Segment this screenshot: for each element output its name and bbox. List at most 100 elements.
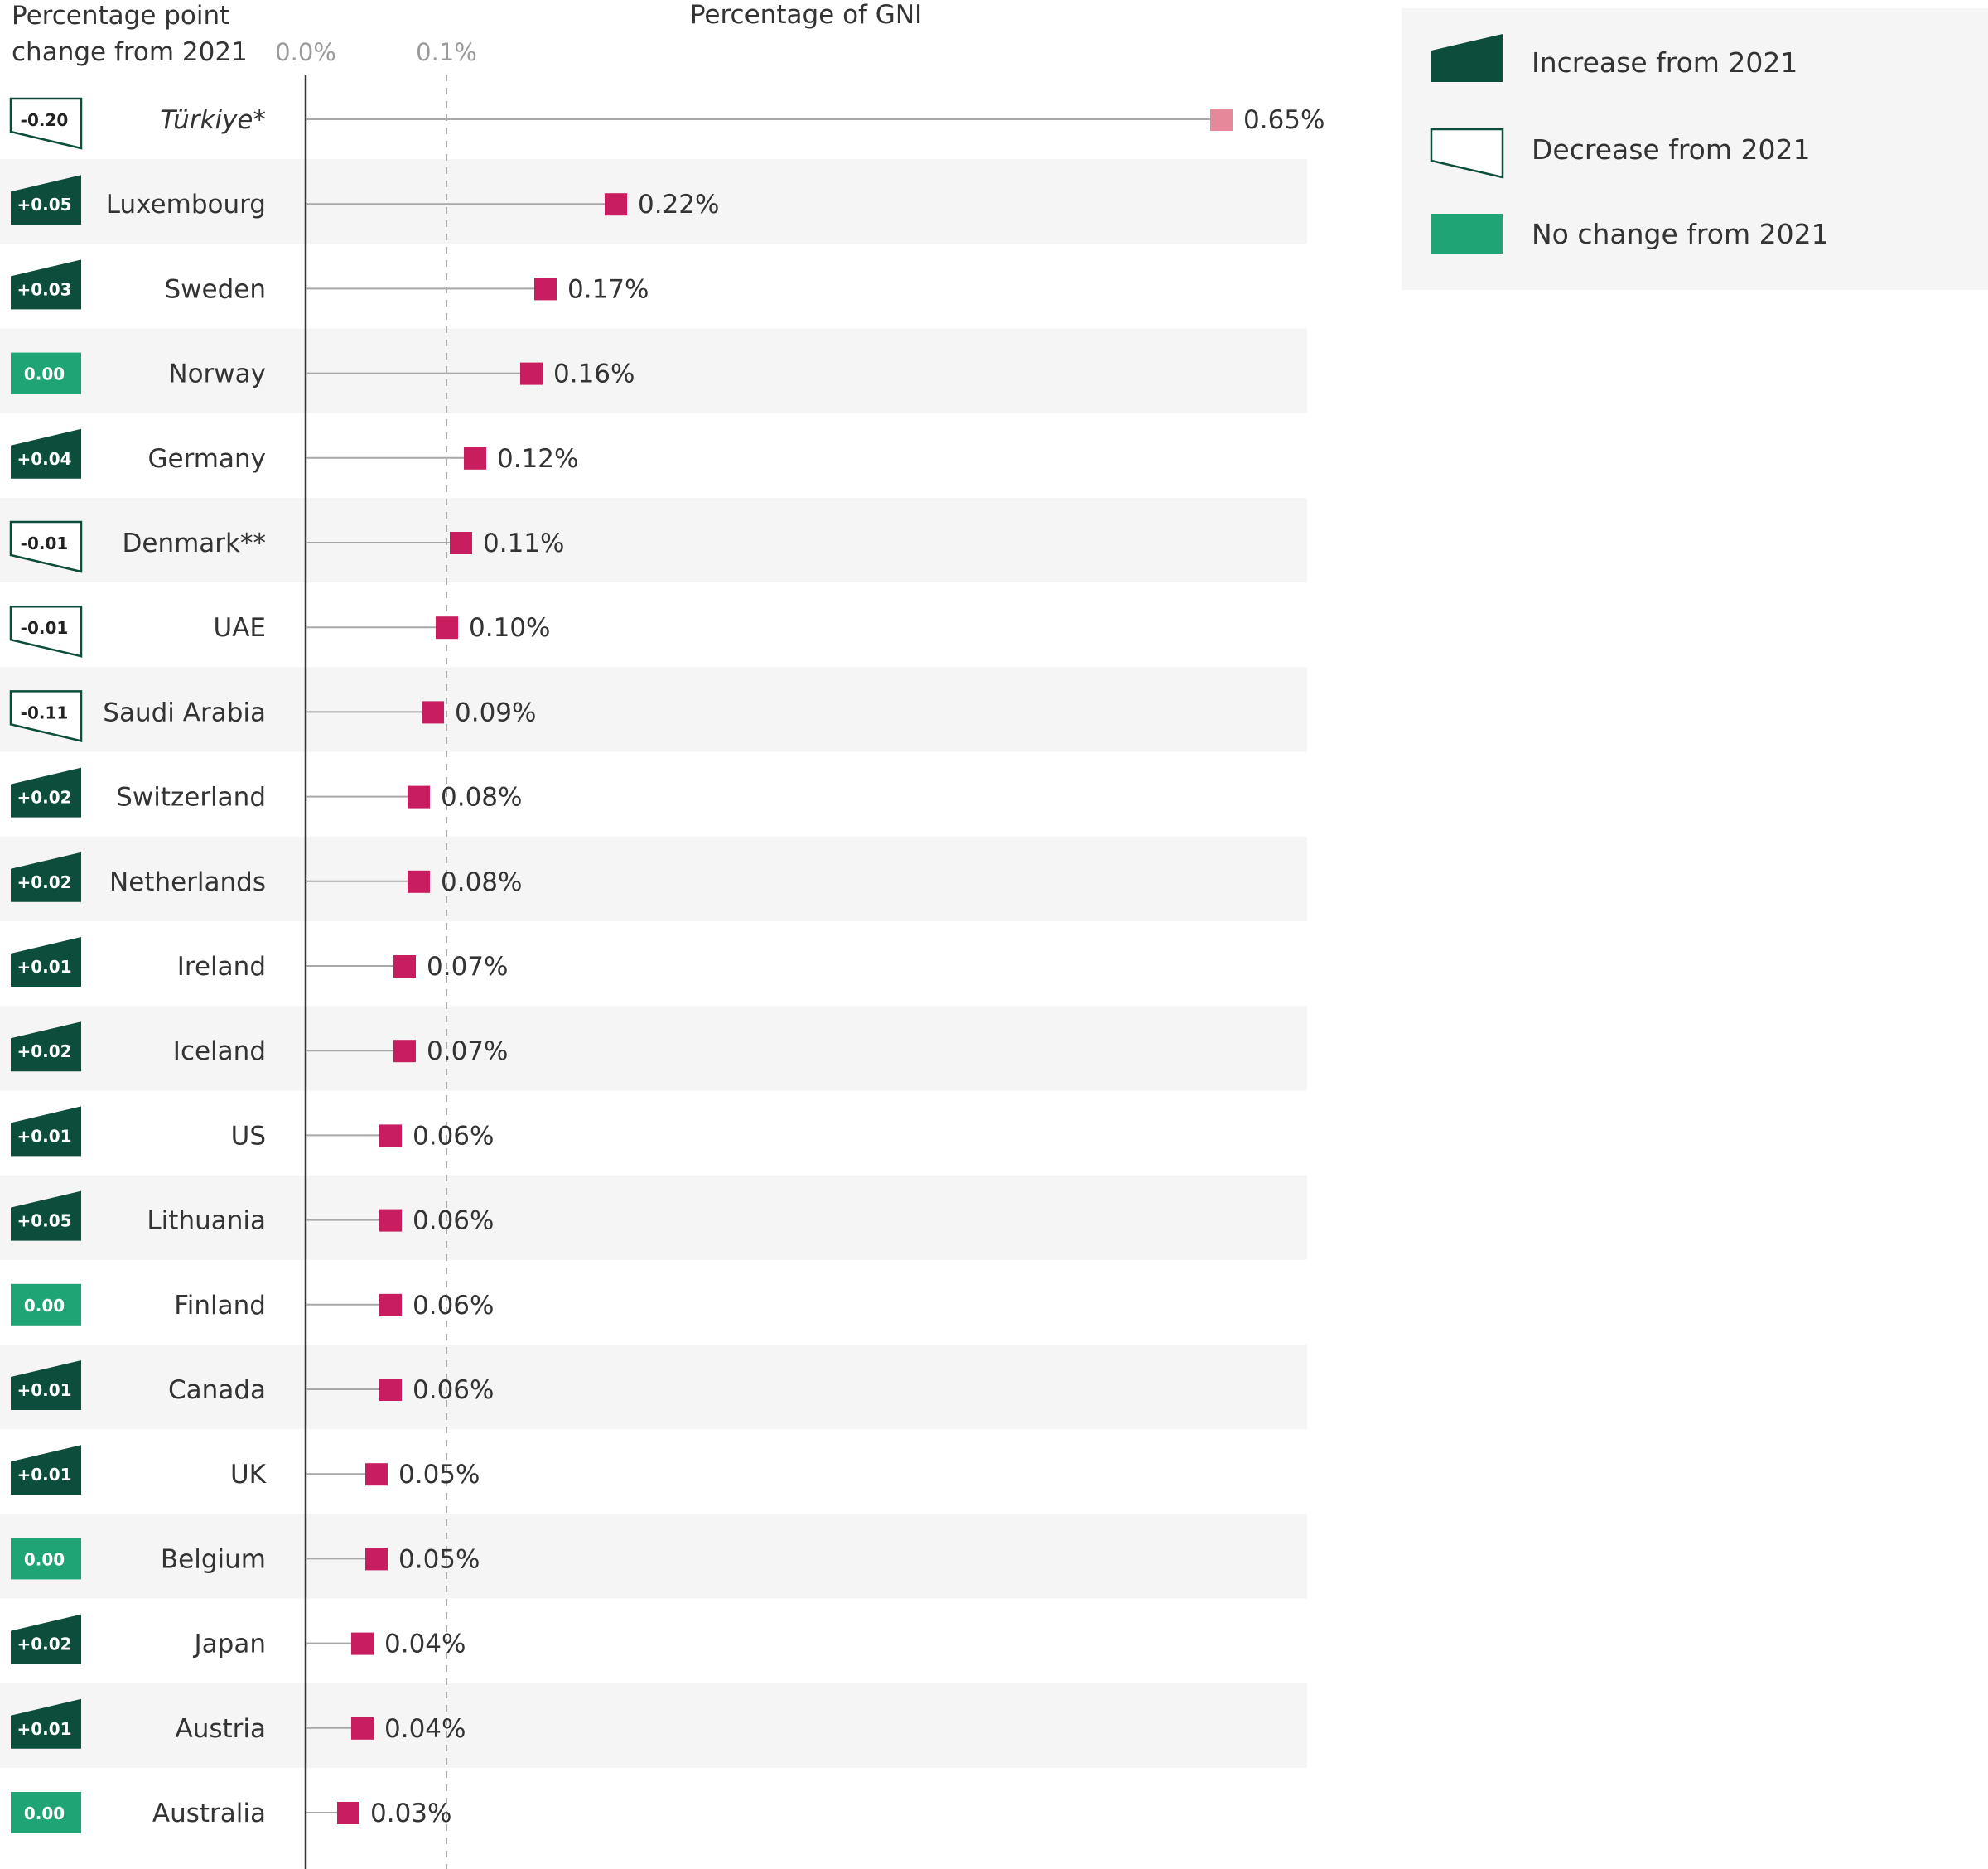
row-bands: [0, 159, 1307, 1768]
value-label: 0.10%: [469, 613, 550, 643]
x-tick-label: 0.0%: [275, 38, 336, 66]
change-header-line-1: Percentage point: [12, 1, 229, 31]
legend-swatch-none: [1431, 214, 1503, 254]
change-badge: +0.05: [11, 1190, 81, 1241]
value-label: 0.09%: [455, 698, 536, 727]
value-marker: [351, 1717, 374, 1740]
value-marker: [351, 1632, 374, 1655]
chart-row: -0.01 UAE 0.10%: [9, 605, 550, 658]
change-badge: +0.01: [11, 1445, 81, 1495]
value-marker: [379, 1293, 402, 1316]
chart-row: +0.02 Iceland 0.07%: [11, 1021, 508, 1072]
chart-header: Percentage point change from 2021 Percen…: [12, 0, 922, 67]
country-label: Ireland: [177, 952, 266, 982]
country-label: Australia: [152, 1799, 266, 1828]
value-label: 0.16%: [553, 360, 635, 389]
value-marker: [464, 447, 486, 470]
legend-item-increase: Increase from 2021: [1431, 34, 1797, 82]
value-marker: [422, 701, 444, 724]
country-label: Canada: [168, 1375, 266, 1405]
change-badge: -0.11: [9, 690, 83, 742]
legend-label: No change from 2021: [1532, 218, 1829, 250]
change-badge-text: 0.00: [24, 365, 65, 384]
row-band: [0, 498, 1307, 583]
value-label: 0.65%: [1243, 105, 1325, 135]
change-badge: +0.02: [11, 1021, 81, 1072]
value-label: 0.17%: [567, 274, 649, 304]
value-label: 0.07%: [427, 1036, 508, 1066]
change-badge-text: +0.02: [17, 788, 71, 808]
change-badge: 0.00: [11, 1538, 81, 1580]
value-label: 0.08%: [441, 867, 522, 897]
country-label: Netherlands: [109, 867, 266, 897]
country-label: Denmark**: [123, 529, 266, 558]
change-badge: 0.00: [11, 352, 81, 394]
chart-row: +0.01 Ireland 0.07%: [11, 937, 508, 987]
chart-row: 0.00 Norway 0.16%: [11, 352, 635, 394]
chart-row: +0.01 US 0.06%: [11, 1106, 494, 1157]
chart-row: -0.20 Türkiye* 0.65%: [9, 97, 1325, 150]
value-marker: [365, 1548, 388, 1571]
chart-row: -0.01 Denmark** 0.11%: [9, 520, 564, 573]
chart-row: +0.01 UK 0.05%: [11, 1445, 480, 1495]
chart-row: +0.05 Lithuania 0.06%: [11, 1190, 494, 1241]
change-badge: +0.01: [11, 1360, 81, 1410]
change-badge-text: +0.05: [17, 195, 71, 215]
change-badge: -0.01: [9, 520, 83, 573]
change-badge: 0.00: [11, 1283, 81, 1326]
value-marker: [379, 1124, 402, 1147]
change-badge-text: +0.02: [17, 1635, 71, 1654]
country-label: Sweden: [164, 274, 266, 304]
x-tick-label: 0.1%: [416, 38, 477, 66]
value-marker: [450, 532, 472, 554]
value-label: 0.05%: [398, 1460, 480, 1490]
value-marker: [1210, 109, 1233, 131]
value-marker: [436, 616, 458, 640]
legend-label: Increase from 2021: [1532, 46, 1797, 79]
country-label: Japan: [193, 1630, 266, 1659]
legend-item-decrease: Decrease from 2021: [1430, 128, 1810, 179]
row-band: [0, 328, 1307, 413]
value-label: 0.03%: [370, 1799, 451, 1828]
change-badge: +0.02: [11, 767, 81, 818]
change-badge-text: 0.00: [24, 1804, 65, 1823]
legend: Increase from 2021 Decrease from 2021 No c…: [1402, 8, 1988, 290]
chart-row: +0.01 Austria 0.04%: [11, 1698, 466, 1749]
country-label: US: [231, 1121, 266, 1151]
change-badge: +0.01: [11, 937, 81, 987]
row-band: [0, 1345, 1307, 1430]
value-marker: [337, 1802, 359, 1824]
country-label: Lithuania: [147, 1206, 266, 1236]
value-marker: [393, 1040, 416, 1063]
chart-row: 0.00 Australia 0.03%: [11, 1792, 451, 1833]
chart-row: +0.02 Japan 0.04%: [11, 1614, 466, 1664]
value-label: 0.04%: [384, 1714, 466, 1744]
value-label: 0.06%: [413, 1206, 494, 1236]
chart-row: 0.00 Belgium 0.05%: [11, 1538, 480, 1580]
change-badge: +0.04: [11, 428, 81, 479]
chart-row: +0.01 Canada 0.06%: [11, 1360, 494, 1410]
value-marker: [534, 278, 557, 301]
value-label: 0.07%: [427, 952, 508, 982]
change-badge-text: +0.05: [17, 1211, 71, 1231]
change-badge-text: 0.00: [24, 1549, 65, 1569]
change-badge-text: -0.01: [21, 534, 69, 553]
change-badge-text: +0.02: [17, 872, 71, 892]
change-badge: +0.02: [11, 1614, 81, 1664]
value-label: 0.04%: [384, 1630, 466, 1659]
row-band: [0, 1175, 1307, 1260]
country-label: UK: [230, 1460, 267, 1490]
country-label: Switzerland: [116, 783, 266, 813]
change-badge-text: +0.01: [17, 1719, 71, 1739]
value-label: 0.12%: [497, 444, 578, 474]
change-badge-text: +0.03: [17, 279, 71, 299]
change-badge: +0.01: [11, 1106, 81, 1157]
change-badge-text: +0.04: [17, 449, 71, 469]
chart-row: +0.02 Switzerland 0.08%: [11, 767, 522, 818]
value-marker: [379, 1209, 402, 1232]
chart-rows: -0.20 Türkiye* 0.65%+0.05 Luxembourg 0.22%+0…: [9, 97, 1325, 1833]
change-badge: 0.00: [11, 1792, 81, 1833]
legend-label: Decrease from 2021: [1532, 133, 1810, 166]
chart-row: -0.11 Saudi Arabia 0.09%: [9, 690, 536, 742]
